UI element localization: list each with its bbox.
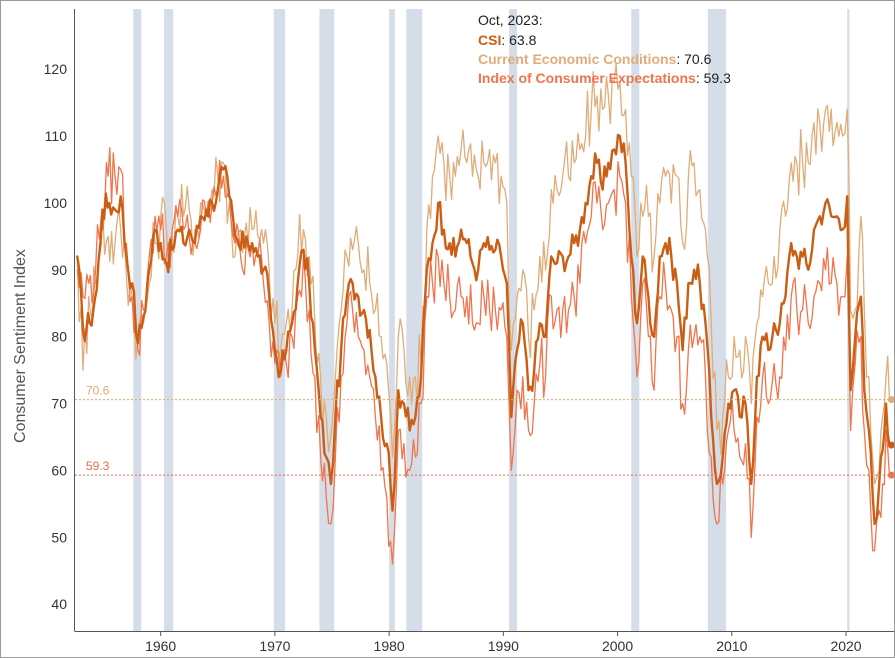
series-line-2[interactable] <box>76 147 891 565</box>
series-layer <box>76 63 894 565</box>
y-axis-title: Consumer Sentiment Index <box>12 249 29 443</box>
tooltip-item-value: 70.6 <box>684 51 711 67</box>
tooltip-item-name: Current Economic Conditions <box>478 51 677 67</box>
y-tick-label: 90 <box>51 262 67 278</box>
reference-label: 59.3 <box>86 459 110 473</box>
reference-label: 70.6 <box>86 384 110 398</box>
series-line-1[interactable] <box>76 63 891 485</box>
y-tick-labels: 40 50 60 70 80 90 100 110 120 <box>44 61 68 612</box>
x-tick-label: 2020 <box>830 638 861 654</box>
tooltip-item-value: 63.8 <box>509 32 536 48</box>
tooltip-item-name: Index of Consumer Expectations <box>478 70 696 86</box>
recession-band <box>509 9 518 631</box>
tooltip-item-sep: : <box>696 70 704 86</box>
recession-band <box>319 9 335 631</box>
series-line-0[interactable] <box>76 133 891 526</box>
x-tick-label: 1960 <box>145 638 176 654</box>
end-marker[interactable] <box>887 396 894 404</box>
recession-band <box>406 9 423 631</box>
y-tick-label: 70 <box>51 396 67 412</box>
recession-band <box>164 9 174 631</box>
x-tick-labels: 1960 1970 1980 1990 2000 2010 2020 <box>145 631 862 654</box>
tooltip-item: Current Economic Conditions: 70.6 <box>478 51 712 67</box>
tooltip-item-value: 59.3 <box>704 70 731 86</box>
y-tick-label: 120 <box>44 61 68 77</box>
end-marker[interactable] <box>887 471 894 479</box>
y-tick-label: 40 <box>51 596 67 612</box>
tooltip-item-sep: : <box>676 51 684 67</box>
tooltip-item-name: CSI <box>478 32 501 48</box>
y-tick-label: 60 <box>51 462 67 478</box>
tooltip-item: CSI: 63.8 <box>478 32 537 48</box>
x-tick-label: 2010 <box>716 638 747 654</box>
x-tick-label: 1970 <box>259 638 290 654</box>
y-tick-label: 50 <box>51 529 67 545</box>
tooltip-date: Oct, 2023: <box>478 12 543 28</box>
axes <box>74 9 894 632</box>
reference-lines: 70.6 59.3 <box>75 384 894 476</box>
x-tick-label: 1990 <box>488 638 519 654</box>
recession-band <box>273 9 286 631</box>
tooltip-item: Index of Consumer Expectations: 59.3 <box>478 70 731 86</box>
recession-band <box>133 9 142 631</box>
tooltip: Oct, 2023: CSI: 63.8 Current Economic Cond… <box>478 12 731 86</box>
tooltip-item-sep: : <box>501 32 509 48</box>
end-marker[interactable] <box>887 441 894 449</box>
recession-band <box>389 9 395 631</box>
x-tick-label: 2000 <box>602 638 633 654</box>
y-tick-label: 110 <box>45 128 68 144</box>
y-tick-label: 100 <box>44 195 68 211</box>
y-tick-label: 80 <box>51 329 67 345</box>
x-tick-label: 1980 <box>374 638 405 654</box>
